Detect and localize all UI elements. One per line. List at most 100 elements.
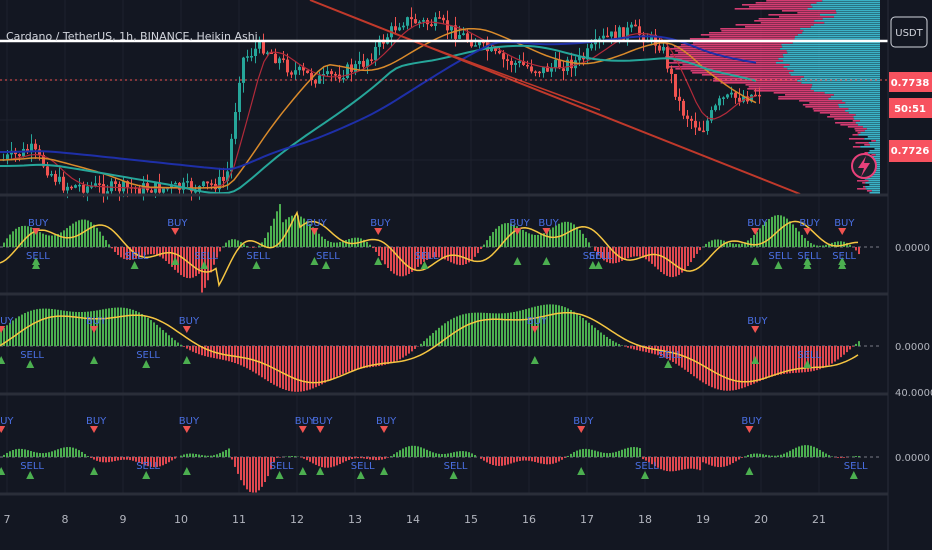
histogram-bar [753, 453, 755, 457]
candle-body [210, 183, 213, 185]
histogram-bar [48, 235, 50, 247]
volume-profile-bar [668, 62, 777, 64]
histogram-bar [789, 346, 791, 374]
histogram-bar [615, 451, 617, 457]
buy-label: BUY [834, 218, 855, 229]
histogram-bar [369, 346, 371, 368]
histogram-bar [102, 309, 104, 346]
candle-body [110, 181, 113, 192]
histogram-bar [702, 457, 704, 463]
volume-profile-bar [810, 4, 880, 6]
histogram-bar [837, 346, 839, 360]
volume-profile-bar [714, 76, 804, 78]
histogram-bar [444, 323, 446, 346]
candle-body [630, 24, 633, 28]
candle-body [702, 130, 705, 133]
histogram-bar [444, 247, 446, 260]
histogram-bar [297, 215, 299, 247]
candle-body [498, 51, 501, 54]
histogram-bar [627, 247, 629, 259]
histogram-bar [771, 216, 773, 247]
candle-body [610, 31, 613, 37]
buy-arrow-icon [0, 467, 6, 475]
candle-body [638, 26, 641, 35]
histogram-bar [705, 346, 707, 385]
histogram-bar [507, 312, 509, 346]
candle-body [250, 56, 253, 58]
histogram-bar [681, 247, 683, 273]
volume-profile-bar [829, 114, 856, 116]
candle-body [718, 98, 721, 106]
histogram-bar [315, 230, 317, 247]
histogram-bar [717, 346, 719, 390]
buy-label: BUY [0, 316, 14, 327]
histogram-bar [138, 312, 140, 346]
histogram-bar [258, 457, 260, 491]
candle-body [94, 183, 97, 187]
buy-label: BUY [799, 218, 820, 229]
histogram-bar [267, 346, 269, 382]
sell-arrow-icon [90, 326, 98, 333]
candle-body [6, 154, 9, 160]
price-badge-text: 50:51 [894, 104, 926, 115]
histogram-bar [72, 223, 74, 247]
candle-body [758, 94, 761, 97]
volume-profile-bar [848, 112, 880, 114]
histogram-bar [312, 227, 314, 247]
candle-body [658, 45, 661, 51]
candle-body [194, 191, 197, 193]
histogram-bar [408, 446, 410, 457]
histogram-bar [510, 312, 512, 346]
volume-profile-bar [693, 42, 793, 44]
candle-body [614, 31, 617, 41]
volume-profile-bar [866, 188, 880, 190]
candle-body [310, 72, 313, 81]
histogram-bar [693, 457, 695, 469]
volume-profile-bar [680, 44, 782, 46]
histogram-bar [273, 218, 275, 247]
histogram-bar [222, 246, 224, 247]
volume-profile-bar [866, 176, 880, 178]
histogram-bar [78, 220, 80, 247]
buy-arrow-icon [171, 257, 180, 265]
volume-profile-bar [747, 88, 811, 90]
volume-profile-bar [848, 138, 865, 140]
histogram-bar [756, 453, 758, 457]
histogram-bar [150, 457, 152, 467]
histogram-bar [753, 346, 755, 384]
candle-body [362, 60, 365, 67]
histogram-bar [282, 222, 284, 247]
sell-label: SELL [26, 251, 50, 262]
volume-profile-bar [838, 104, 880, 106]
volume-profile-bar [862, 186, 866, 188]
currency-button[interactable]: USDT [890, 16, 928, 48]
histogram-bar [207, 346, 209, 357]
buy-arrow-icon [26, 360, 35, 368]
buy-arrow-icon [130, 261, 139, 269]
histogram-bar [354, 457, 356, 459]
histogram-bar [474, 312, 476, 346]
histogram-bar [135, 310, 137, 346]
volume-profile-bar [673, 60, 784, 62]
histogram-bar [606, 453, 608, 457]
buy-arrow-icon [200, 261, 209, 269]
histogram-bar [636, 247, 638, 257]
histogram-bar [621, 345, 623, 346]
histogram-bar [78, 450, 80, 457]
candle-body [182, 182, 185, 190]
candle-body [346, 64, 349, 78]
candle-body [114, 181, 117, 185]
histogram-bar [315, 457, 317, 465]
volume-profile-bar [876, 168, 880, 170]
histogram-bar [567, 308, 569, 346]
volume-profile-bar [790, 74, 880, 76]
histogram-bar [666, 457, 668, 472]
signal-line [0, 311, 859, 384]
histogram-bar [168, 335, 170, 346]
volume-profile-bar [871, 140, 876, 142]
time-tick-label: 16 [522, 513, 536, 526]
histogram-bar [357, 346, 359, 370]
sell-arrow-icon [32, 228, 40, 235]
histogram-bar [432, 247, 434, 258]
